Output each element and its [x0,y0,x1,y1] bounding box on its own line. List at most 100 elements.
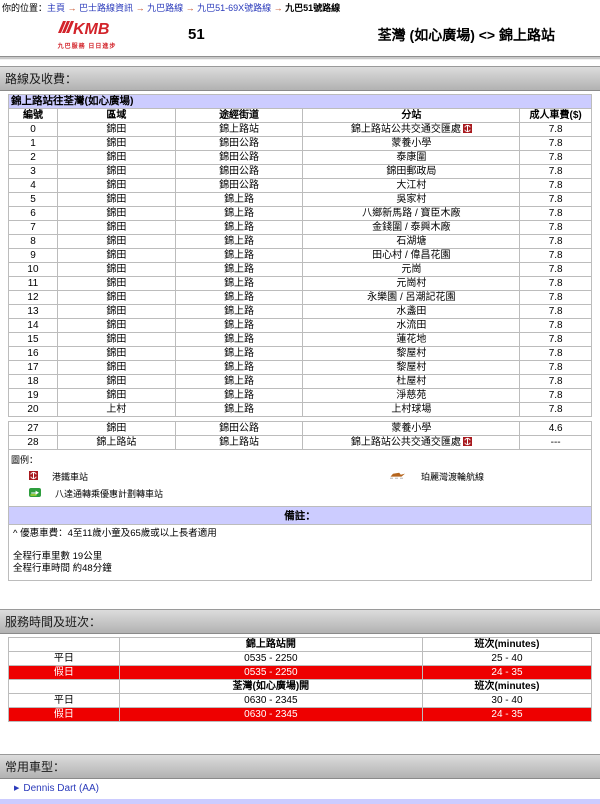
col-header-region: 區域 [56,108,176,123]
stop-name: 八鄉新馬路 / 寶臣木廠 [362,208,461,219]
direction-title-row: 錦上路站往荃灣(如心廣場) [8,94,592,109]
bottom-bar [0,799,600,804]
legend-remarks-box: 圖例： 港鐵車站 珀麗灣渡輪航線 八達通轉乘優惠計劃轉車站 備註： ^ 優惠車費… [8,450,592,581]
breadcrumb-link[interactable]: 九巴51-69X號路線 [197,3,272,13]
legend: 港鐵車站 珀麗灣渡輪航線 八達通轉乘優惠計劃轉車站 [9,467,591,506]
legend-title: 圖例： [11,455,39,465]
stop-name-cell: 大江村 [302,178,521,193]
header-divider [0,56,600,60]
region-cell: 錦田 [56,178,176,193]
page-header: KMB 九巴服務 日日進步 51 荃灣 (如心廣場) <> 錦上路站 [0,14,600,54]
stop-name: 蓮花地 [396,334,427,345]
region-cell: 錦田 [56,248,176,263]
remark-duration: 全程行車時間 約48分鐘 [13,563,112,574]
route-number: 51 [188,26,205,43]
fare-cell: 7.8 [519,388,592,403]
stop-name-cell: 石湖塘 [302,234,521,249]
kmb-slogan: 九巴服務 日日進步 [57,44,117,50]
stop-number-cell: 12 [8,290,58,305]
stop-name-cell: 黎屋村 [302,360,521,375]
day-type-cell: 假日 [8,707,120,722]
fare-table-row: 12 錦田 錦上路 永樂園 / 呂潮記花園 7.8 [8,290,592,305]
hours-cell: 0535 - 2250 [118,665,423,680]
terminus-header: 錦上路站開 [118,637,423,652]
region-cell: 錦田 [56,262,176,277]
street-cell: 錦上路 [174,360,304,375]
stop-name-cell: 淨慈苑 [302,388,521,403]
stop-number-cell: 2 [8,150,58,165]
fare-table-row: 9 錦田 錦上路 田心村 / 偉昌花園 7.8 [8,248,592,263]
legend-item-ferry: 珀麗灣渡輪航線 [369,468,591,485]
stop-name: 淨慈苑 [396,390,427,401]
stop-name-cell: 杜屋村 [302,374,521,389]
fare-table-row: 16 錦田 錦上路 黎屋村 7.8 [8,346,592,361]
fare-cell: 7.8 [519,178,592,193]
remark-concession: ^ 優惠車費：4至11歲小童及65歲或以上長者適用 [13,528,217,539]
stop-name: 田心村 / 偉昌花園 [372,250,451,261]
kmb-logo[interactable]: KMB 九巴服務 日日進步 [56,19,118,50]
breadcrumb-link[interactable]: 主頁 [47,3,66,13]
stop-name: 永樂園 / 呂潮記花園 [367,292,456,303]
col-header-street: 途經街道 [174,108,304,123]
street-cell: 錦上路 [174,332,304,347]
triangle-bullet-icon: ▶ [14,785,20,792]
fare-table-row: 28 錦上路站 錦上路站 錦上路站公共交通交匯處 --- [8,435,592,450]
stop-number-cell: 4 [8,178,58,193]
stop-name: 水流田 [396,320,427,331]
stop-number-cell: 20 [8,402,58,417]
breadcrumb-link[interactable]: 九巴路線 [147,3,184,13]
stop-name: 吳家村 [396,194,427,205]
breadcrumb: 你的位置：主頁 → 巴士路線資訊 → 九巴路線 → 九巴51-69X號路線 → … [0,0,600,14]
region-cell: 錦田 [56,122,176,137]
fare-cell: --- [519,435,592,450]
fare-cell: 7.8 [519,304,592,319]
street-cell: 錦田公路 [174,150,304,165]
fare-cell: 7.8 [519,248,592,263]
breadcrumb-link[interactable]: 巴士路線資訊 [79,3,134,13]
fare-cell: 7.8 [519,192,592,207]
stop-name-cell: 八鄉新馬路 / 寶臣木廠 [302,206,521,221]
stop-number-cell: 5 [8,192,58,207]
fare-rows: 0 錦田 錦上路站 錦上路站公共交通交匯處 7.8 1 錦田 錦田公路 蒙養小學 7.8 2 錦田 錦田… [8,122,592,417]
street-cell: 錦田公路 [174,178,304,193]
fare-table-row: 7 錦田 錦上路 金錢圍 / 泰興木廠 7.8 [8,220,592,235]
stop-number-cell: 15 [8,332,58,347]
stop-name-cell: 水盞田 [302,304,521,319]
legend-item-mtr: 港鐵車站 [9,468,369,485]
col-header-fare: 成人車費($) [519,108,592,123]
service-table: 錦上路站開 班次(minutes) 平日 0535 - 2250 25 - 40 假日 05… [8,637,593,722]
fare-cell: 7.8 [519,402,592,417]
stop-name-cell: 黎屋村 [302,346,521,361]
region-cell: 錦田 [56,290,176,305]
fare-cell: 7.8 [519,318,592,333]
fare-cell: 4.6 [519,421,592,436]
stop-name: 錦上路站公共交通交匯處 [350,437,461,448]
day-type-cell: 假日 [8,665,120,680]
street-cell: 錦上路 [174,388,304,403]
stop-name: 杜屋村 [396,376,427,387]
region-cell: 錦田 [56,388,176,403]
service-row-weekday: 平日 0535 - 2250 25 - 40 [8,651,593,666]
remark-distance: 全程行車里數 19公里 [13,551,103,562]
col-header-stop: 分站 [302,108,521,123]
street-cell: 錦上路 [174,304,304,319]
stop-name-cell: 元崗村 [302,276,521,291]
stop-name-cell: 錦上路站公共交通交匯處 [302,435,521,450]
bus-model-link[interactable]: Dennis Dart (AA) [23,783,99,794]
stop-number-cell: 16 [8,346,58,361]
service-row-holiday: 假日 0535 - 2250 24 - 35 [8,665,593,680]
breadcrumb-separator-icon: → [133,3,148,13]
frequency-cell: 25 - 40 [421,651,593,666]
fare-table-row: 4 錦田 錦田公路 大江村 7.8 [8,178,592,193]
legend-label-mtr: 港鐵車站 [52,472,89,482]
service-row-weekday: 平日 0630 - 2345 30 - 40 [8,693,593,708]
stop-number-cell: 1 [8,136,58,151]
fare-cell: 7.8 [519,332,592,347]
region-cell: 上村 [56,402,176,417]
stop-name-cell: 水流田 [302,318,521,333]
hours-cell: 0535 - 2250 [118,651,423,666]
fare-cell: 7.8 [519,164,592,179]
fare-table-row: 15 錦田 錦上路 蓮花地 7.8 [8,332,592,347]
stop-name: 水盞田 [396,306,427,317]
stop-number-cell: 9 [8,248,58,263]
